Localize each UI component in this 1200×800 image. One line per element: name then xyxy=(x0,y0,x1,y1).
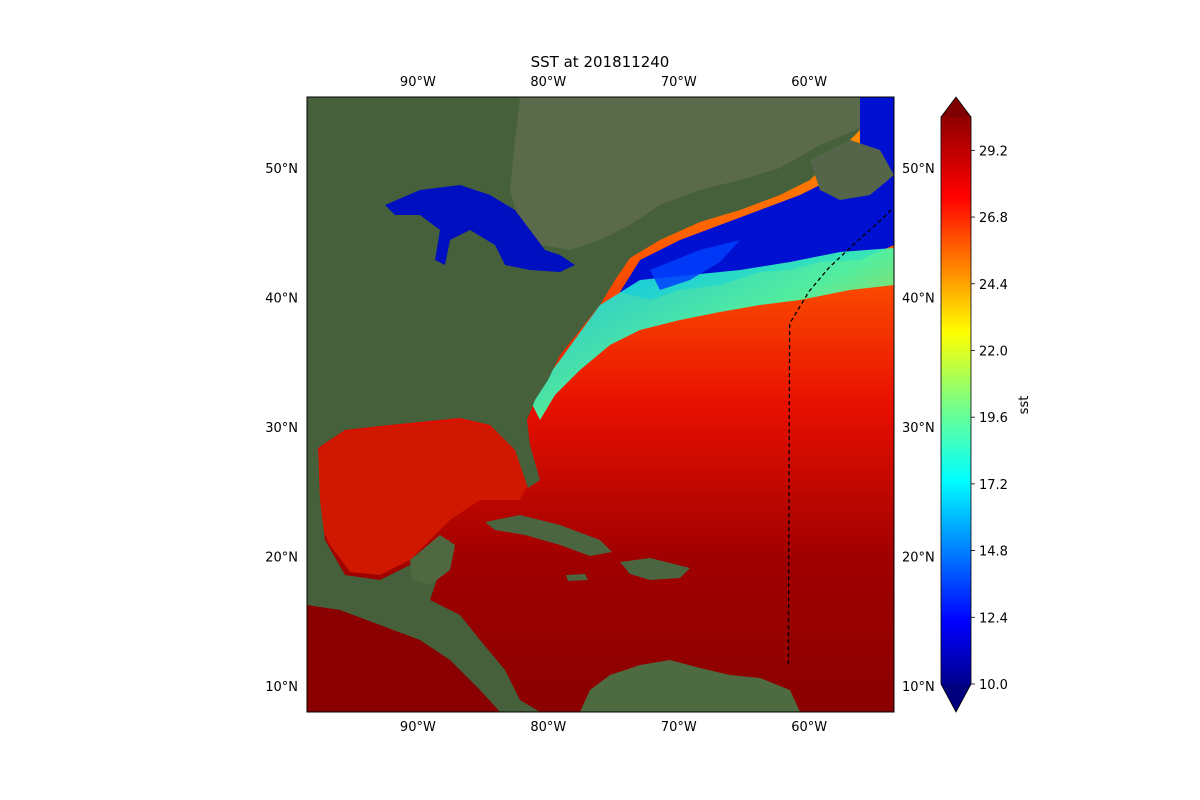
lon-tick-label-bottom: 90°W xyxy=(400,720,436,735)
colorbar-tick-label: 19.6 xyxy=(979,411,1008,426)
canada-land xyxy=(510,97,860,250)
cuba-land xyxy=(485,515,612,556)
gulf-of-mexico xyxy=(315,420,530,575)
lon-tick-label-bottom: 60°W xyxy=(791,720,827,735)
lon-tick-label-bottom: 70°W xyxy=(661,720,697,735)
lon-tick-label-bottom: 80°W xyxy=(530,720,566,735)
colorbar-tick-label: 24.4 xyxy=(979,278,1008,293)
jamaica-land xyxy=(566,574,588,581)
lat-tick-label-right: 20°N xyxy=(902,551,935,566)
shelf-water-gradient xyxy=(530,248,894,420)
newfoundland-land xyxy=(810,140,894,200)
colorbar-tick-label: 22.0 xyxy=(979,344,1008,359)
colorbar-over-extension xyxy=(941,97,971,117)
cold-water-region xyxy=(620,97,894,300)
colorbar-tick-label: 14.8 xyxy=(979,545,1008,560)
map-title: SST at 201811240 xyxy=(531,53,670,71)
colorbar-tick-label: 12.4 xyxy=(979,611,1008,626)
lon-ticks-bottom: 90°W 80°W 70°W 60°W xyxy=(400,720,827,735)
map-panel xyxy=(307,97,894,712)
lat-tick-label-left: 30°N xyxy=(265,421,298,436)
lat-tick-label-left: 10°N xyxy=(265,680,298,695)
lat-tick-label-right: 40°N xyxy=(902,292,935,307)
colorbar-tick-label: 29.2 xyxy=(979,144,1008,159)
lat-tick-label-left: 40°N xyxy=(265,292,298,307)
lon-tick-label-top: 60°W xyxy=(791,75,827,90)
lat-tick-label-left: 50°N xyxy=(265,162,298,177)
lon-ticks-top: 90°W 80°W 70°W 60°W xyxy=(400,75,827,90)
lon-tick-label-top: 70°W xyxy=(661,75,697,90)
colorbar-gradient xyxy=(941,117,971,684)
colorbar-tick-label: 26.8 xyxy=(979,211,1008,226)
colorbar: 10.0 12.4 14.8 17.2 19.6 22.0 24.4 26.8 29.2 sst xyxy=(940,96,1032,713)
lon-tick-label-top: 90°W xyxy=(400,75,436,90)
lat-tick-label-left: 20°N xyxy=(265,551,298,566)
lat-tick-label-right: 30°N xyxy=(902,421,935,436)
colorbar-tick-label: 10.0 xyxy=(979,678,1008,693)
south-america-land xyxy=(580,660,800,712)
yucatan-land xyxy=(410,535,455,585)
lat-ticks-right: 10°N 20°N 30°N 40°N 50°N xyxy=(902,162,935,695)
dashed-track-line xyxy=(787,206,895,665)
map-frame xyxy=(306,96,895,713)
hispaniola-land xyxy=(620,558,690,580)
lat-tick-label-right: 50°N xyxy=(902,162,935,177)
colorbar-under-extension xyxy=(941,684,971,712)
gulf-of-maine-cold xyxy=(650,240,740,290)
lat-tick-label-right: 10°N xyxy=(902,680,935,695)
pacific-ocean xyxy=(307,605,500,712)
colorbar-tick-label: 17.2 xyxy=(979,478,1008,493)
lon-tick-label-top: 80°W xyxy=(530,75,566,90)
colorbar-ticks: 10.0 12.4 14.8 17.2 19.6 22.0 24.4 26.8 29.2 xyxy=(971,144,1008,693)
lat-ticks-left: 10°N 20°N 30°N 40°N 50°N xyxy=(265,162,298,695)
colorbar-label: sst xyxy=(1017,396,1032,415)
great-lakes xyxy=(385,185,575,272)
